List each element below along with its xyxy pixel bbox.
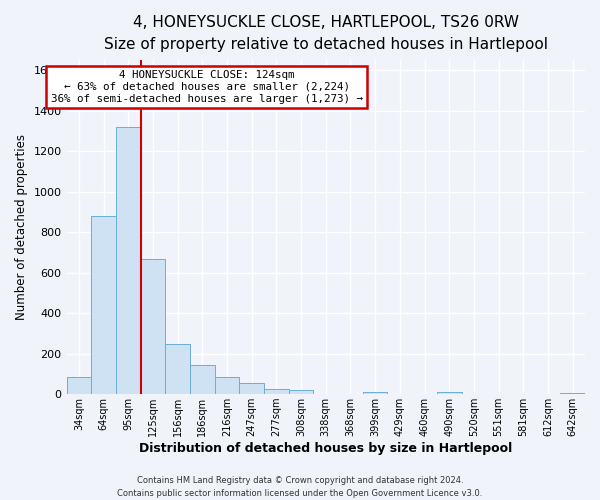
Text: Contains HM Land Registry data © Crown copyright and database right 2024.
Contai: Contains HM Land Registry data © Crown c… [118,476,482,498]
Bar [116,127,140,394]
Bar [215,377,239,394]
Text: 4 HONEYSUCKLE CLOSE: 124sqm
← 63% of detached houses are smaller (2,224)
36% of : 4 HONEYSUCKLE CLOSE: 124sqm ← 63% of det… [50,70,362,104]
Bar [91,216,116,394]
Y-axis label: Number of detached properties: Number of detached properties [15,134,28,320]
X-axis label: Distribution of detached houses by size in Hartlepool: Distribution of detached houses by size … [139,442,512,455]
Bar [437,392,461,394]
Bar [67,377,91,394]
Bar [190,365,215,394]
Bar [289,390,313,394]
Bar [140,258,165,394]
Bar [165,344,190,394]
Title: 4, HONEYSUCKLE CLOSE, HARTLEPOOL, TS26 0RW
Size of property relative to detached: 4, HONEYSUCKLE CLOSE, HARTLEPOOL, TS26 0… [104,15,548,52]
Bar [239,383,264,394]
Bar [363,392,388,394]
Bar [560,392,585,394]
Bar [264,389,289,394]
